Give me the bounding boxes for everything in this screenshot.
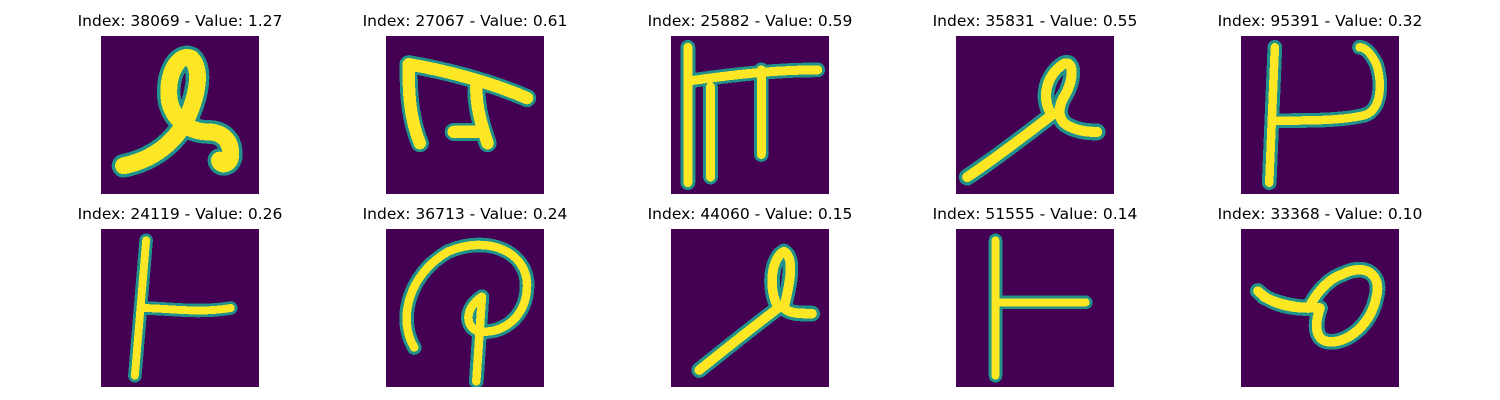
- panel-title: Index: 24119 - Value: 0.26: [77, 205, 283, 223]
- panel-title: Index: 25882 - Value: 0.59: [647, 12, 853, 30]
- handwritten-glyph-image: [956, 229, 1114, 387]
- panel-title: Index: 51555 - Value: 0.14: [932, 205, 1138, 223]
- panel-10: Index: 33368 - Value: 0.10: [1190, 203, 1450, 393]
- panel-title: Index: 35831 - Value: 0.55: [932, 12, 1138, 30]
- panel-2: Index: 27067 - Value: 0.61: [335, 10, 595, 200]
- panel-title: Index: 44060 - Value: 0.15: [647, 205, 853, 223]
- handwritten-glyph-image: [1241, 229, 1399, 387]
- handwritten-glyph-image: [101, 229, 259, 387]
- panel-title: Index: 38069 - Value: 1.27: [77, 12, 283, 30]
- handwritten-glyph-image: [956, 36, 1114, 194]
- panel-5: Index: 95391 - Value: 0.32: [1190, 10, 1450, 200]
- panel-title: Index: 95391 - Value: 0.32: [1217, 12, 1423, 30]
- panel-title: Index: 36713 - Value: 0.24: [362, 205, 568, 223]
- panel-title: Index: 27067 - Value: 0.61: [362, 12, 568, 30]
- handwritten-glyph-image: [386, 36, 544, 194]
- panel-title: Index: 33368 - Value: 0.10: [1217, 205, 1423, 223]
- handwritten-glyph-image: [386, 229, 544, 387]
- panel-1: Index: 38069 - Value: 1.27: [50, 10, 310, 200]
- handwritten-glyph-image: [671, 229, 829, 387]
- panel-3: Index: 25882 - Value: 0.59: [620, 10, 880, 200]
- panel-8: Index: 44060 - Value: 0.15: [620, 203, 880, 393]
- panel-6: Index: 24119 - Value: 0.26: [50, 203, 310, 393]
- panel-9: Index: 51555 - Value: 0.14: [905, 203, 1165, 393]
- handwritten-glyph-image: [1241, 36, 1399, 194]
- handwritten-glyph-image: [671, 36, 829, 194]
- panel-7: Index: 36713 - Value: 0.24: [335, 203, 595, 393]
- panel-4: Index: 35831 - Value: 0.55: [905, 10, 1165, 200]
- handwritten-glyph-image: [101, 36, 259, 194]
